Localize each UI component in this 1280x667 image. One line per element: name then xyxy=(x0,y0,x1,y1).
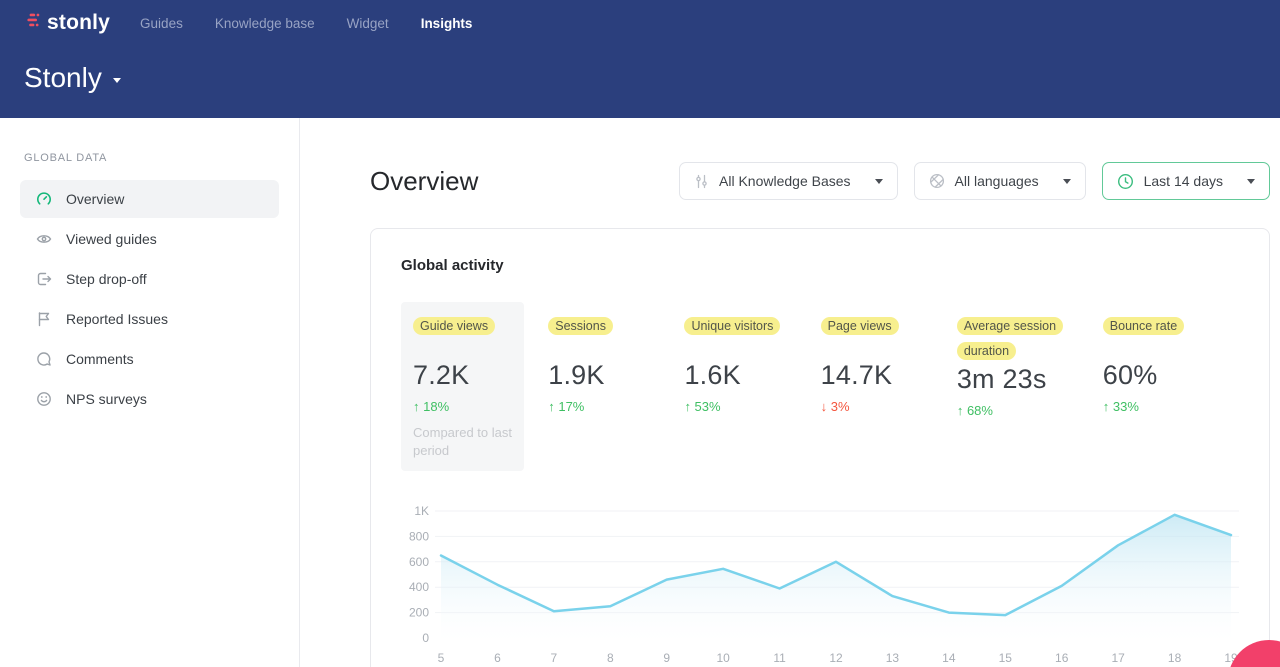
metrics-row: Guide views 7.2K ↑ 18% Compared to last … xyxy=(401,302,1239,471)
metric-sessions[interactable]: Sessions 1.9K ↑ 17% xyxy=(548,302,684,414)
metric-value: 60% xyxy=(1103,360,1239,391)
nav-item-insights[interactable]: Insights xyxy=(421,16,473,31)
flag-icon xyxy=(36,311,52,327)
svg-text:15: 15 xyxy=(999,651,1013,665)
svg-text:400: 400 xyxy=(409,580,429,594)
step-dropoff-icon xyxy=(36,271,52,287)
eye-icon xyxy=(36,231,52,247)
app-header: stonly Guides Knowledge base Widget Insi… xyxy=(0,0,1280,118)
metric-delta: ↑ 18% xyxy=(413,399,512,414)
knowledge-bases-value: All Knowledge Bases xyxy=(719,173,851,189)
metric-delta: ↓ 3% xyxy=(821,399,957,414)
metric-bounce-rate[interactable]: Bounce rate 60% ↑ 33% xyxy=(1103,302,1239,414)
globe-icon xyxy=(929,173,945,189)
metric-label: Sessions xyxy=(548,317,613,335)
svg-text:16: 16 xyxy=(1055,651,1069,665)
sidebar-item-label: NPS surveys xyxy=(66,391,147,407)
area-chart-svg: 02004006008001K5678910111213141516171819 xyxy=(401,497,1241,667)
svg-text:200: 200 xyxy=(409,606,429,620)
svg-text:17: 17 xyxy=(1111,651,1125,665)
filter-sliders-icon xyxy=(694,174,709,189)
metric-note: Compared to last period xyxy=(413,424,512,459)
nav-item-guides[interactable]: Guides xyxy=(140,16,183,31)
languages-dropdown[interactable]: All languages xyxy=(914,162,1086,200)
chevron-down-icon xyxy=(1247,179,1255,184)
workspace-selector[interactable]: Stonly xyxy=(24,62,121,94)
svg-text:13: 13 xyxy=(886,651,900,665)
nav-items: Guides Knowledge base Widget Insights xyxy=(140,16,472,31)
sidebar-item-label: Viewed guides xyxy=(66,231,157,247)
metric-label: Bounce rate xyxy=(1103,317,1184,335)
metric-delta: ↑ 68% xyxy=(957,403,1103,418)
smiley-icon xyxy=(36,391,52,407)
metric-label: Unique visitors xyxy=(684,317,780,335)
date-range-dropdown[interactable]: Last 14 days xyxy=(1102,162,1270,200)
knowledge-bases-dropdown[interactable]: All Knowledge Bases xyxy=(679,162,898,200)
metric-delta: ↑ 53% xyxy=(684,399,820,414)
sidebar-item-reported-issues[interactable]: Reported Issues xyxy=(20,300,279,338)
svg-text:9: 9 xyxy=(663,651,670,665)
svg-text:12: 12 xyxy=(829,651,843,665)
metric-label: Page views xyxy=(821,317,899,335)
metric-delta: ↑ 33% xyxy=(1103,399,1239,414)
sidebar: GLOBAL DATA Overview Viewed guides xyxy=(0,118,300,667)
metric-avg-session-duration[interactable]: Average session duration 3m 23s ↑ 68% xyxy=(957,302,1103,418)
global-activity-card: Global activity Guide views 7.2K ↑ 18% C… xyxy=(370,228,1270,667)
svg-text:14: 14 xyxy=(942,651,956,665)
metric-page-views[interactable]: Page views 14.7K ↓ 3% xyxy=(821,302,957,414)
metric-value: 1.6K xyxy=(684,360,820,391)
metric-guide-views[interactable]: Guide views 7.2K ↑ 18% Compared to last … xyxy=(401,302,524,471)
svg-text:1K: 1K xyxy=(414,504,429,518)
date-range-value: Last 14 days xyxy=(1144,173,1223,189)
svg-text:6: 6 xyxy=(494,651,501,665)
svg-text:800: 800 xyxy=(409,529,429,543)
sidebar-item-nps-surveys[interactable]: NPS surveys xyxy=(20,380,279,418)
metric-value: 3m 23s xyxy=(957,364,1103,395)
card-title: Global activity xyxy=(401,257,1239,274)
sidebar-item-overview[interactable]: Overview xyxy=(20,180,279,218)
comment-icon xyxy=(36,351,52,367)
chevron-down-icon xyxy=(875,179,883,184)
metric-value: 1.9K xyxy=(548,360,684,391)
svg-text:8: 8 xyxy=(607,651,614,665)
languages-value: All languages xyxy=(955,173,1039,189)
sidebar-item-step-drop-off[interactable]: Step drop-off xyxy=(20,260,279,298)
sidebar-section-label: GLOBAL DATA xyxy=(0,152,299,164)
metric-label: Guide views xyxy=(413,317,495,335)
metric-unique-visitors[interactable]: Unique visitors 1.6K ↑ 53% xyxy=(684,302,820,414)
stonly-logo-icon xyxy=(24,13,41,33)
sidebar-item-label: Comments xyxy=(66,351,134,367)
chevron-down-icon xyxy=(1063,179,1071,184)
metric-label: Average session duration xyxy=(957,317,1063,360)
metric-value: 14.7K xyxy=(821,360,957,391)
svg-text:600: 600 xyxy=(409,555,429,569)
main-content: Overview All Knowledge Bases xyxy=(300,118,1280,667)
top-navigation: stonly Guides Knowledge base Widget Insi… xyxy=(24,0,1256,40)
clock-icon xyxy=(1117,173,1134,190)
activity-area-chart: 02004006008001K5678910111213141516171819 xyxy=(401,497,1239,667)
svg-text:18: 18 xyxy=(1168,651,1182,665)
metric-value: 7.2K xyxy=(413,360,512,391)
nav-item-knowledge-base[interactable]: Knowledge base xyxy=(215,16,315,31)
logo-wordmark: stonly xyxy=(47,11,110,35)
gauge-icon xyxy=(36,191,52,207)
sidebar-item-label: Step drop-off xyxy=(66,271,147,287)
chevron-down-icon xyxy=(113,78,121,83)
svg-text:5: 5 xyxy=(438,651,445,665)
svg-text:10: 10 xyxy=(716,651,730,665)
page-title: Overview xyxy=(370,166,478,197)
metric-delta: ↑ 17% xyxy=(548,399,684,414)
stonly-logo[interactable]: stonly xyxy=(24,11,110,35)
filters: All Knowledge Bases All languages xyxy=(679,162,1270,200)
svg-text:0: 0 xyxy=(422,631,429,645)
sidebar-item-label: Overview xyxy=(66,191,124,207)
nav-item-widget[interactable]: Widget xyxy=(347,16,389,31)
sidebar-item-viewed-guides[interactable]: Viewed guides xyxy=(20,220,279,258)
sidebar-item-label: Reported Issues xyxy=(66,311,168,327)
svg-text:7: 7 xyxy=(551,651,558,665)
svg-text:11: 11 xyxy=(773,651,786,665)
workspace-title: Stonly xyxy=(24,62,102,94)
sidebar-item-comments[interactable]: Comments xyxy=(20,340,279,378)
